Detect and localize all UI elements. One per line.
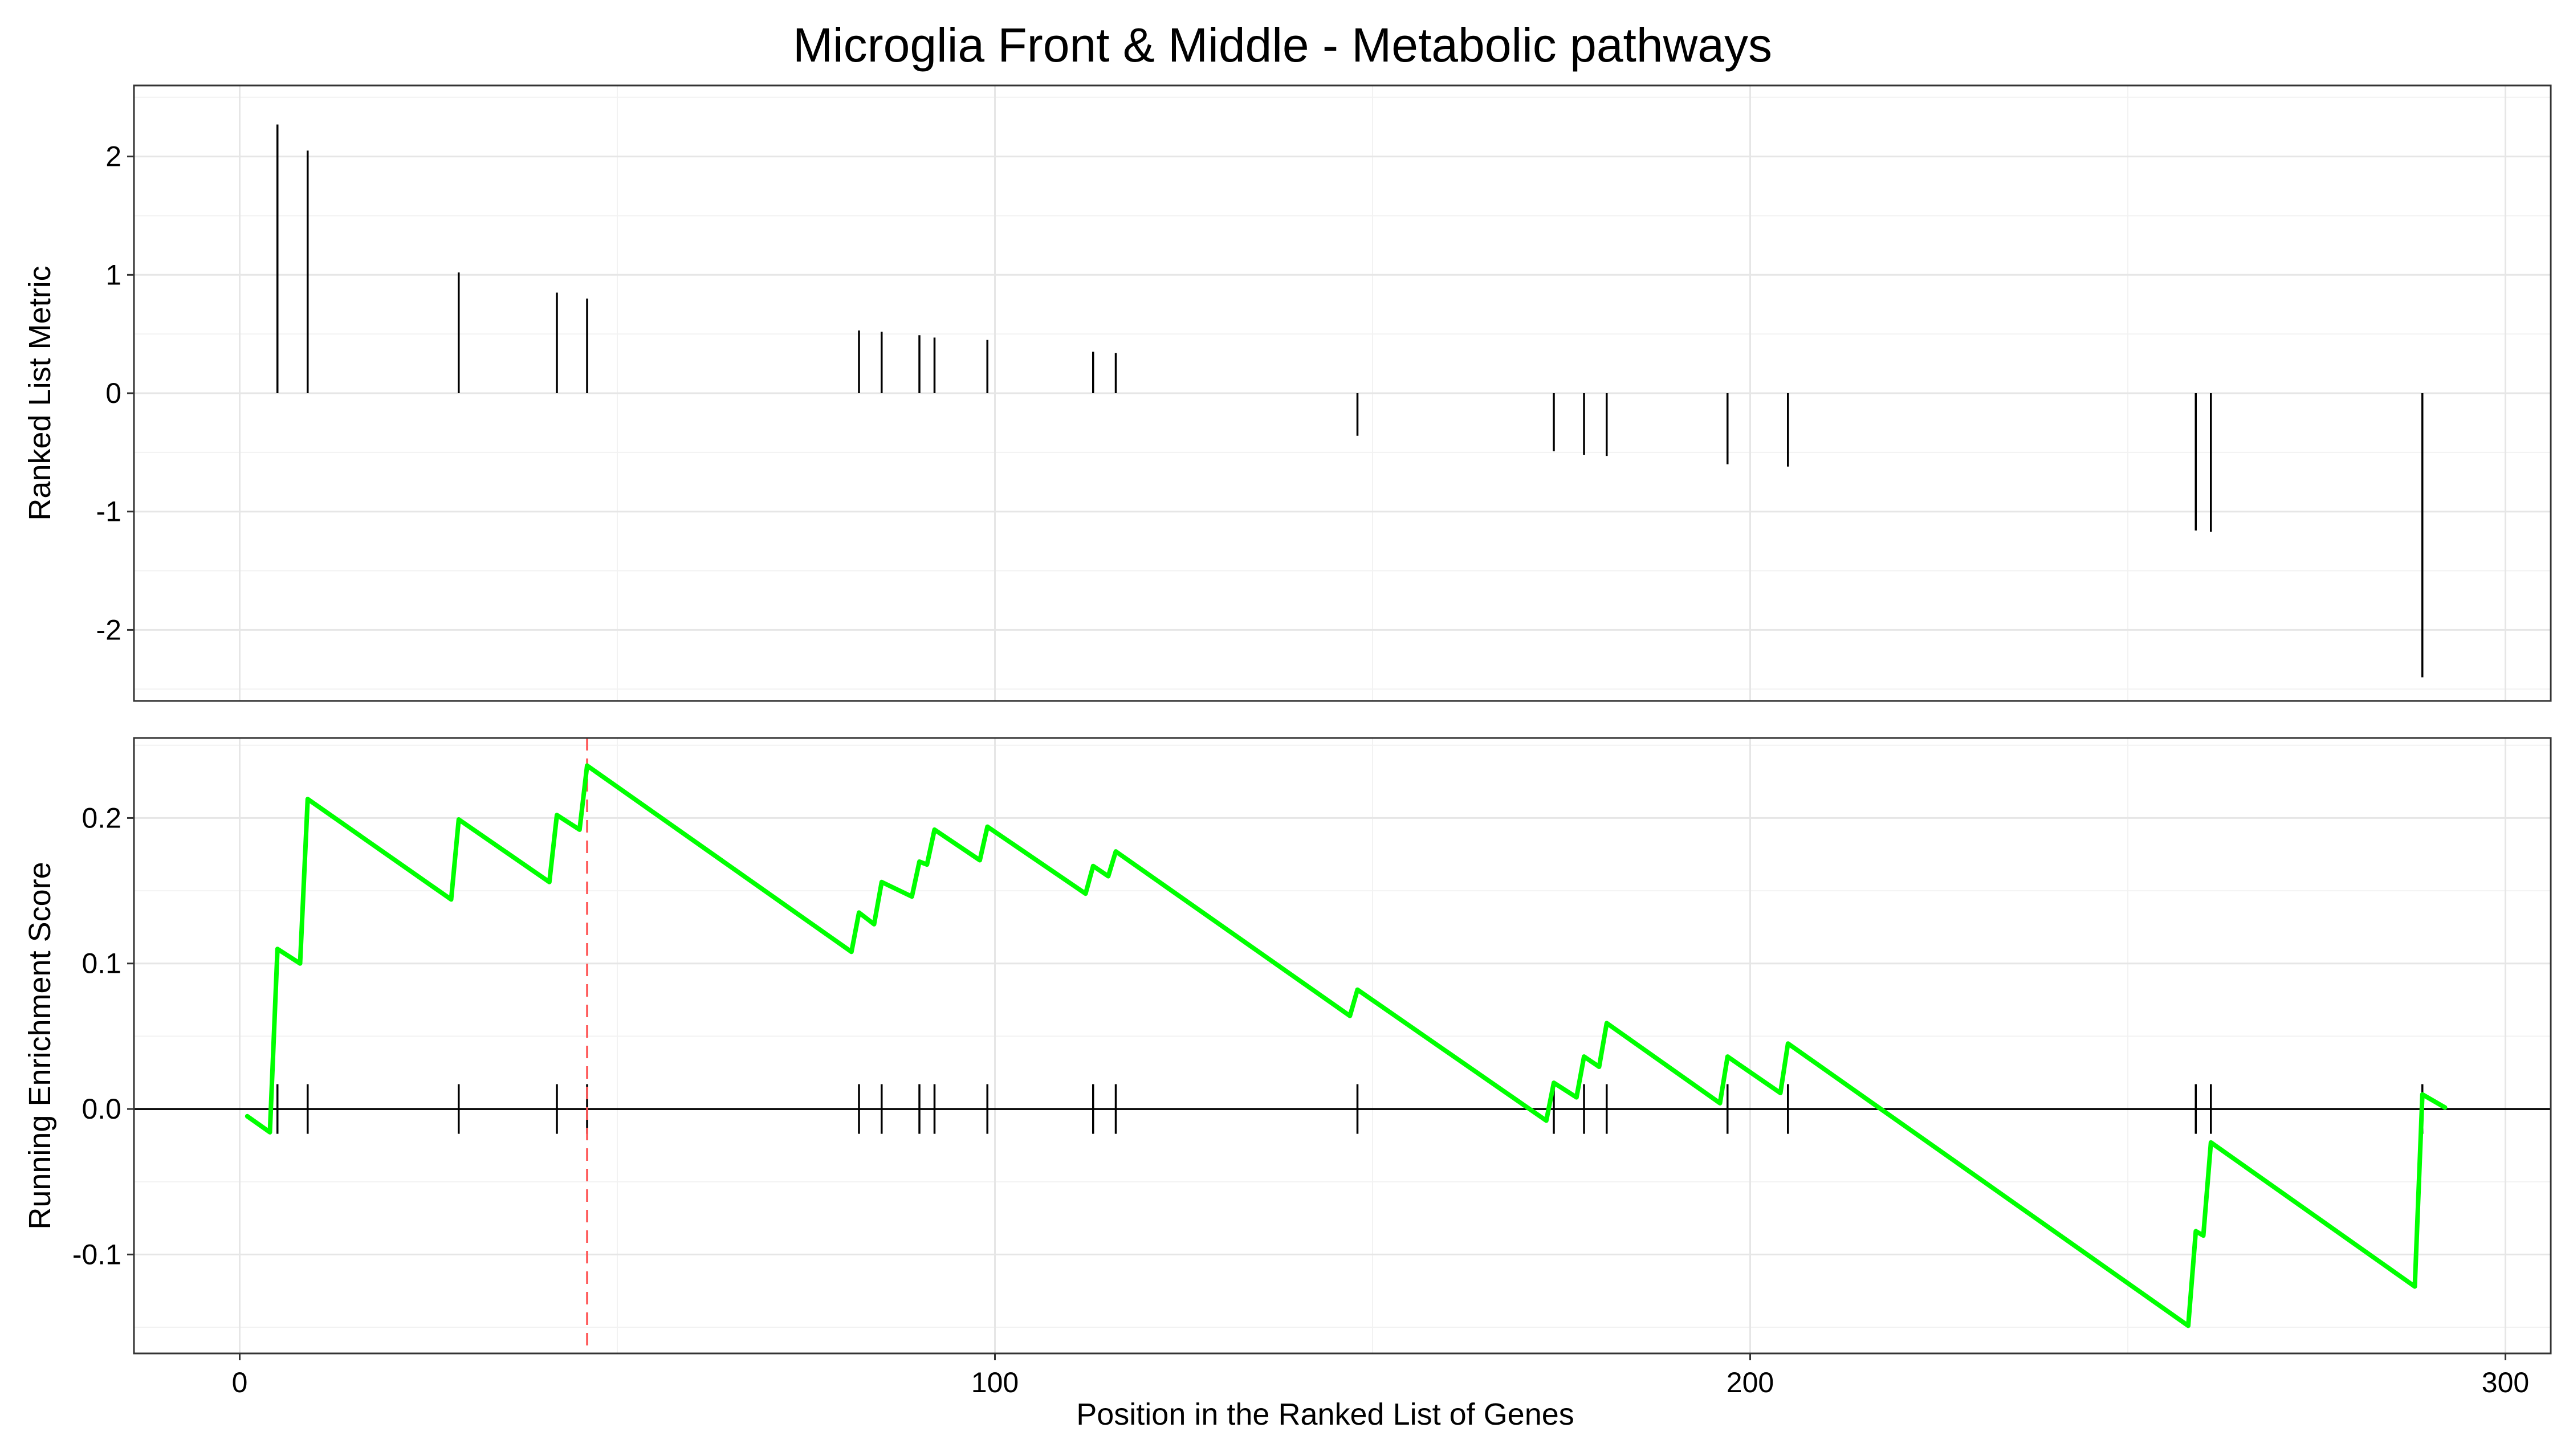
panel-border xyxy=(133,84,2552,702)
panel-border xyxy=(133,737,2552,1355)
y-tick-label: 0.0 xyxy=(82,1093,121,1125)
y-tick-label: -2 xyxy=(96,614,121,646)
chart-title: Microglia Front & Middle - Metabolic pat… xyxy=(793,18,1772,72)
running-es-panel: -0.1 0.0 0.1 0.2 Running Enrichment Score xyxy=(23,737,2552,1355)
x-tick-label: 300 xyxy=(2482,1367,2529,1398)
y-tick-label: 0.1 xyxy=(82,948,121,980)
ranked-list-panel: -2 -1 0 1 2 Ranked List Metric xyxy=(23,84,2552,702)
y-tick-label: 0 xyxy=(105,377,121,409)
running-es-line xyxy=(245,763,2448,1328)
x-tick-label: 100 xyxy=(971,1367,1019,1398)
y-tick-label: 1 xyxy=(105,259,121,291)
x-tick-label: 200 xyxy=(1727,1367,1774,1398)
panel-background xyxy=(134,738,2551,1353)
x-axis: 0 100 200 300 xyxy=(232,1353,2529,1398)
x-tick-label: 0 xyxy=(232,1367,248,1398)
y-tick-label: 2 xyxy=(105,141,121,173)
y-axis-title: Ranked List Metric xyxy=(23,266,57,520)
y-tick-label: 0.2 xyxy=(82,802,121,834)
y-tick-label: -1 xyxy=(96,496,121,528)
y-tick-label: -0.1 xyxy=(72,1238,121,1270)
y-axis-title: Running Enrichment Score xyxy=(23,862,57,1229)
x-axis-title: Position in the Ranked List of Genes xyxy=(1076,1397,1574,1431)
